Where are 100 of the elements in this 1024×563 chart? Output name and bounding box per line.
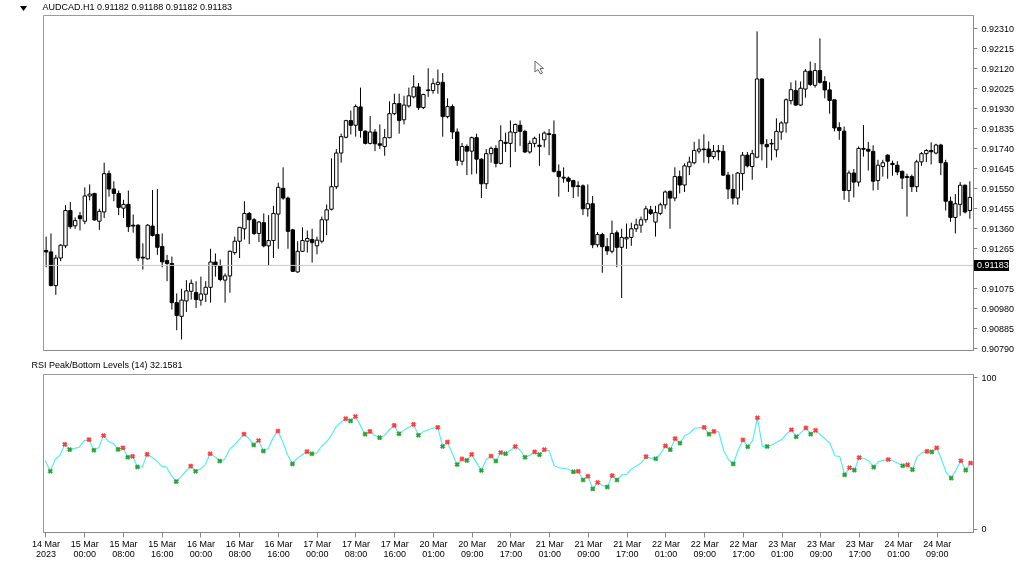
candlestick bbox=[396, 93, 402, 135]
y-tick-label: 0.90980 bbox=[981, 303, 1015, 314]
point bbox=[217, 458, 223, 464]
y-tick-label: 0.92025 bbox=[981, 83, 1015, 94]
point bbox=[241, 431, 247, 437]
point bbox=[614, 477, 620, 483]
point bbox=[948, 475, 954, 481]
point bbox=[444, 439, 451, 445]
x-tick-label: 20 Mar 09:00 bbox=[458, 538, 487, 559]
point bbox=[754, 415, 761, 421]
point bbox=[701, 424, 707, 430]
point bbox=[522, 454, 528, 460]
point bbox=[193, 468, 199, 474]
point bbox=[47, 468, 53, 474]
x-tick-label: 23 Mar 17:00 bbox=[845, 538, 874, 559]
point bbox=[348, 418, 354, 424]
point bbox=[304, 449, 310, 455]
x-tick-label: 20 Mar 01:00 bbox=[419, 538, 448, 559]
point bbox=[396, 431, 402, 437]
candlestick bbox=[604, 237, 610, 256]
point bbox=[488, 453, 494, 459]
point bbox=[924, 448, 930, 454]
point bbox=[498, 449, 504, 456]
point bbox=[251, 442, 257, 448]
point bbox=[570, 469, 576, 475]
point bbox=[469, 451, 475, 457]
point bbox=[900, 463, 906, 469]
candlestick bbox=[812, 62, 818, 89]
point bbox=[464, 457, 470, 464]
point bbox=[788, 427, 794, 433]
point bbox=[846, 465, 853, 471]
y-tick-label: 0.91740 bbox=[981, 143, 1015, 154]
point bbox=[672, 436, 678, 442]
point bbox=[120, 445, 126, 451]
x-tick-label: 15 Mar 00:00 bbox=[70, 538, 99, 559]
y-tick-label: 0.91930 bbox=[981, 103, 1015, 114]
candlestick bbox=[377, 123, 383, 150]
candlestick bbox=[672, 166, 678, 202]
point bbox=[459, 456, 465, 462]
x-tick-label: 14 Mar 2023 bbox=[31, 538, 60, 559]
point bbox=[207, 451, 213, 457]
point bbox=[415, 432, 421, 438]
y-tick-label: 0.92310 bbox=[981, 23, 1015, 34]
x-tick-label: 21 Mar 09:00 bbox=[574, 538, 603, 559]
point bbox=[91, 447, 97, 453]
point bbox=[536, 452, 543, 458]
point bbox=[377, 435, 383, 441]
point bbox=[188, 463, 194, 469]
point bbox=[745, 444, 751, 450]
point bbox=[275, 428, 281, 434]
candlestick bbox=[430, 77, 436, 95]
point bbox=[590, 486, 596, 492]
x-tick-label: 21 Mar 17:00 bbox=[613, 538, 642, 559]
point bbox=[662, 443, 668, 449]
point bbox=[435, 424, 441, 430]
point bbox=[667, 447, 673, 453]
point bbox=[352, 413, 358, 420]
point bbox=[367, 428, 373, 434]
x-tick-label: 15 Mar 08:00 bbox=[109, 538, 138, 559]
y-tick-label: 0.90790 bbox=[981, 343, 1015, 354]
point bbox=[871, 464, 877, 470]
x-tick-label: 21 Mar 01:00 bbox=[535, 538, 564, 559]
x-tick-label: 22 Mar 09:00 bbox=[690, 538, 719, 559]
candlestick bbox=[609, 220, 615, 254]
point bbox=[86, 437, 92, 443]
point bbox=[653, 456, 659, 462]
candlestick bbox=[372, 128, 378, 152]
point bbox=[493, 458, 499, 464]
x-tick-label: 17 Mar 08:00 bbox=[341, 538, 370, 559]
point bbox=[677, 440, 683, 446]
line-series bbox=[44, 415, 972, 490]
point bbox=[963, 467, 969, 473]
point bbox=[958, 458, 964, 464]
x-tick-label: 16 Mar 16:00 bbox=[264, 538, 293, 559]
x-tick-label: 22 Mar 17:00 bbox=[729, 538, 758, 559]
candlestick bbox=[256, 220, 262, 243]
point bbox=[503, 451, 509, 457]
y-tick-label: 0.91645 bbox=[981, 163, 1015, 174]
candlestick bbox=[928, 141, 934, 165]
point bbox=[842, 472, 848, 478]
point bbox=[343, 416, 349, 422]
y-tick-label: 0.91550 bbox=[981, 183, 1015, 194]
candlestick bbox=[367, 115, 373, 145]
point bbox=[134, 464, 141, 470]
candlestick bbox=[957, 181, 963, 217]
point bbox=[440, 443, 446, 450]
x-tick-label: 23 Mar 09:00 bbox=[806, 538, 835, 559]
point bbox=[309, 451, 315, 457]
point bbox=[260, 448, 266, 454]
x-tick-label: 22 Mar 01:00 bbox=[651, 538, 680, 559]
point bbox=[803, 425, 809, 431]
x-tick-label: 23 Mar 01:00 bbox=[768, 538, 797, 559]
candlestick bbox=[198, 276, 204, 307]
ref-line-label: 0.91183 bbox=[977, 260, 1009, 271]
x-tick-label: 17 Mar 00:00 bbox=[303, 538, 332, 559]
point bbox=[125, 454, 131, 460]
point bbox=[478, 467, 484, 474]
point bbox=[173, 478, 179, 485]
point bbox=[793, 434, 799, 440]
candlestick bbox=[904, 173, 910, 218]
